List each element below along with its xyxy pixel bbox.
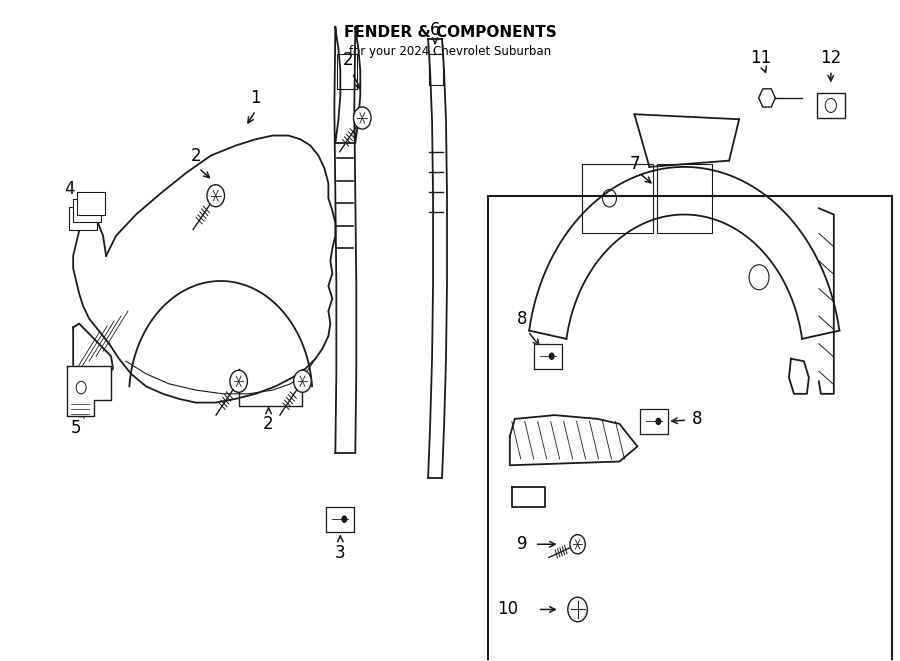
- Bar: [581, 165, 653, 233]
- Polygon shape: [327, 506, 355, 531]
- Text: 7: 7: [629, 155, 640, 173]
- Bar: [69, 207, 97, 229]
- Text: for your 2024 Chevrolet Suburban: for your 2024 Chevrolet Suburban: [349, 45, 551, 58]
- Text: 4: 4: [64, 180, 75, 198]
- Text: 9: 9: [518, 535, 527, 553]
- Circle shape: [570, 535, 585, 554]
- Polygon shape: [68, 366, 111, 416]
- Polygon shape: [641, 409, 669, 434]
- Bar: [817, 93, 845, 118]
- Text: 12: 12: [820, 49, 842, 67]
- Circle shape: [341, 516, 347, 523]
- Text: FENDER & COMPONENTS: FENDER & COMPONENTS: [344, 25, 556, 40]
- Text: 10: 10: [497, 600, 518, 619]
- Circle shape: [207, 184, 224, 207]
- Bar: [338, 54, 357, 89]
- Bar: [77, 192, 105, 215]
- Text: 8: 8: [517, 309, 527, 328]
- Text: 11: 11: [751, 49, 771, 67]
- Polygon shape: [534, 344, 562, 369]
- Bar: [488, 196, 892, 661]
- Text: 6: 6: [430, 21, 440, 39]
- Circle shape: [293, 370, 311, 393]
- Circle shape: [354, 107, 371, 129]
- Polygon shape: [759, 89, 776, 107]
- Text: 2: 2: [343, 52, 354, 69]
- Bar: [657, 165, 712, 233]
- Text: 1: 1: [250, 89, 261, 107]
- Bar: [429, 54, 443, 85]
- Text: 5: 5: [71, 418, 81, 437]
- Text: 2: 2: [191, 147, 201, 165]
- Bar: [73, 200, 101, 222]
- Circle shape: [655, 418, 661, 425]
- Text: 3: 3: [335, 544, 346, 562]
- Text: 8: 8: [692, 410, 703, 428]
- Circle shape: [230, 370, 248, 393]
- Circle shape: [568, 597, 588, 622]
- Text: 2: 2: [263, 415, 274, 433]
- Circle shape: [549, 352, 554, 360]
